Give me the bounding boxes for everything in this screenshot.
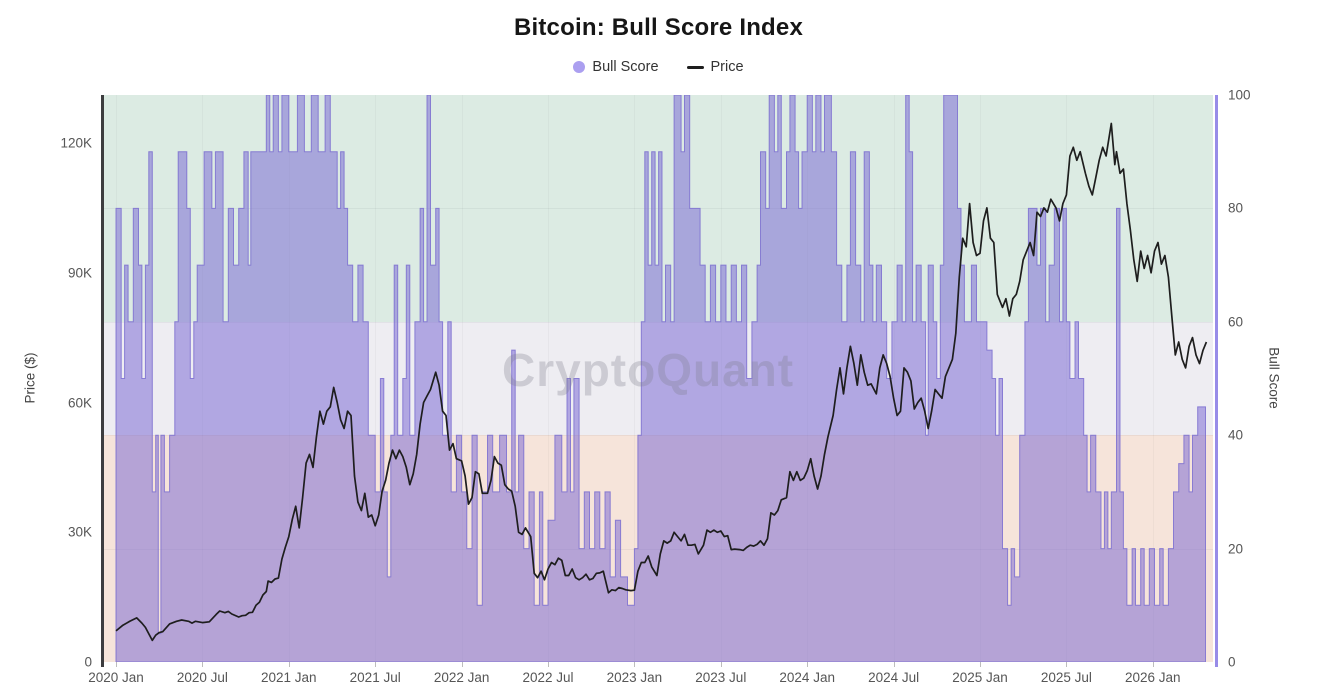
x-tick-mark <box>288 662 290 667</box>
cryptoquant-watermark: CryptoQuant <box>502 344 795 396</box>
x-tick-label: 2025 Jul <box>1040 670 1092 685</box>
legend: Bull Score Price <box>0 59 1317 75</box>
right-axis-line <box>1215 95 1218 667</box>
score-tick-label: 20 <box>1228 541 1244 557</box>
x-tick-mark <box>1152 662 1154 667</box>
v-gridline <box>634 95 636 662</box>
x-tick-label: 2025 Jan <box>952 670 1008 685</box>
price-tick-label: 30K <box>67 524 92 540</box>
legend-item-bull-score[interactable]: Bull Score <box>573 59 659 75</box>
left-axis-line <box>101 95 104 667</box>
x-tick-label: 2020 Jul <box>176 670 228 685</box>
x-tick-label: 2023 Jan <box>606 670 663 685</box>
right-axis-title: Bull Score <box>1266 347 1282 409</box>
score-tick-label: 0 <box>1228 654 1236 670</box>
x-tick-label: 2024 Jan <box>779 670 835 685</box>
price-tick-label: 60K <box>67 395 92 410</box>
chart-canvas <box>115 95 1208 662</box>
price-line-icon <box>686 65 704 69</box>
price-tick-label: 0 <box>84 654 92 670</box>
v-gridline <box>1152 95 1154 662</box>
x-tick-mark <box>980 662 981 667</box>
legend-bull-score-label: Bull Score <box>592 59 659 75</box>
x-tick-mark <box>375 662 377 667</box>
price-tick-label: 90K <box>67 265 92 281</box>
legend-price-label: Price <box>710 59 744 75</box>
v-gridline <box>548 95 549 662</box>
legend-item-price[interactable]: Price <box>686 59 744 75</box>
x-tick-mark <box>461 662 463 667</box>
x-tick-label: 2024 Jul <box>868 670 920 685</box>
plot-area[interactable]: CryptoQuant <box>104 95 1213 662</box>
x-tick-label: 2023 Jul <box>695 670 747 685</box>
score-tick-label: 80 <box>1228 200 1244 216</box>
price-line-series <box>115 122 1208 642</box>
x-tick-mark <box>893 662 895 667</box>
x-tick-mark <box>1066 662 1068 667</box>
score-tick-label: 100 <box>1228 87 1251 103</box>
bull-score-dot-icon <box>573 61 586 73</box>
x-tick-label: 2021 Jan <box>261 670 317 685</box>
x-tick-label: 2020 Jan <box>88 670 144 685</box>
x-tick-mark <box>548 662 549 667</box>
x-tick-mark <box>202 662 204 667</box>
x-tick-mark <box>720 662 722 667</box>
x-tick-label: 2022 Jul <box>522 670 574 685</box>
x-tick-label: 2026 Jan <box>1125 670 1181 685</box>
price-tick-label: 120K <box>60 135 92 151</box>
x-tick-label: 2021 Jul <box>349 670 401 685</box>
x-tick-mark <box>807 662 809 667</box>
score-tick-label: 40 <box>1228 427 1244 443</box>
x-tick-mark <box>634 662 636 667</box>
x-tick-mark <box>116 662 117 667</box>
x-tick-label: 2022 Jan <box>433 670 490 685</box>
bull-score-area-series <box>115 95 1206 662</box>
score-tick-label: 60 <box>1228 314 1244 330</box>
v-gridline <box>375 95 377 662</box>
v-gridline <box>461 95 463 662</box>
page-title: Bitcoin: Bull Score Index <box>513 14 804 41</box>
